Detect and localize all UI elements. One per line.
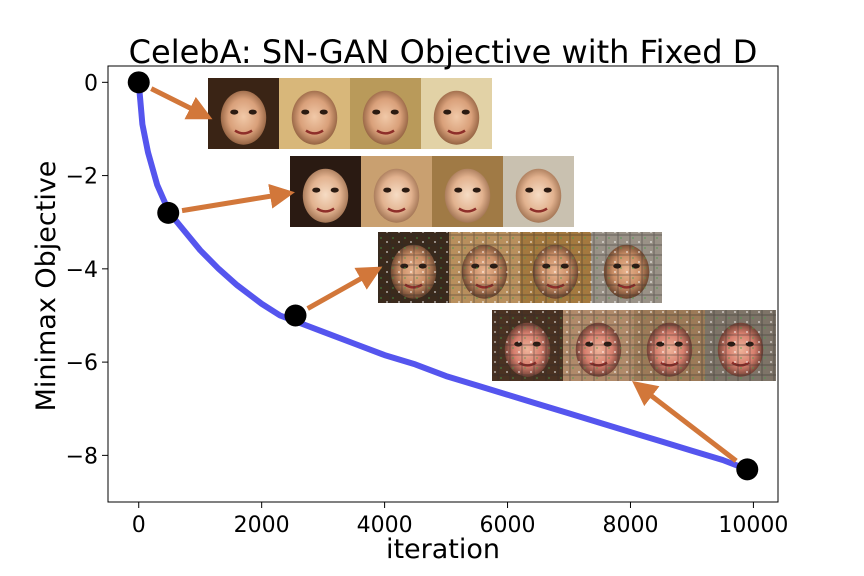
checkpoint-marker [127, 71, 150, 94]
x-tick-label: 4000 [357, 513, 413, 538]
annotation-arrow [306, 266, 383, 311]
x-tick-label: 2000 [234, 513, 290, 538]
plot-frame [107, 65, 779, 503]
x-tick-label: 6000 [480, 513, 536, 538]
faces-iter-9900 [492, 310, 776, 381]
y-axis: 0 −2 −4 −6 −8 [66, 71, 108, 469]
face-thumbnail [350, 78, 421, 149]
faces-iter-480 [290, 156, 574, 227]
annotation-arrow [150, 86, 213, 120]
checkpoint-marker [284, 304, 307, 327]
face-thumbnail [361, 156, 432, 227]
face-thumbnail [449, 232, 520, 303]
face-thumbnail [208, 78, 279, 149]
x-tick-label: 10000 [718, 513, 788, 538]
y-tick-label: −6 [66, 351, 98, 376]
checkpoint-markers [127, 71, 759, 481]
face-thumbnail [279, 78, 350, 149]
y-tick-label: −8 [66, 444, 98, 469]
face-thumbnail [705, 310, 776, 381]
face-thumbnail [290, 156, 361, 227]
y-axis-label: Minimax Objective [31, 161, 62, 412]
face-thumbnail [591, 232, 662, 303]
annotation-arrow [181, 183, 295, 214]
checkpoint-marker [157, 201, 180, 224]
face-thumbnail [432, 156, 503, 227]
checkpoint-marker [736, 458, 759, 481]
y-tick-label: −4 [66, 258, 98, 283]
annotation-arrow [632, 380, 738, 463]
chart-title: CelebA: SN-GAN Objective with Fixed D [129, 33, 758, 71]
y-tick-label: 0 [84, 71, 98, 96]
x-axis: 0 2000 4000 6000 8000 10000 [132, 502, 788, 538]
x-axis-label: iteration [386, 534, 500, 565]
face-thumbnail [563, 310, 634, 381]
face-thumbnail [503, 156, 574, 227]
face-thumbnail [520, 232, 591, 303]
face-thumbnail [492, 310, 563, 381]
x-tick-label: 0 [132, 513, 146, 538]
face-thumbnail [378, 232, 449, 303]
faces-iter-0 [208, 78, 492, 149]
faces-iter-2550 [378, 232, 662, 303]
annotation-arrows [150, 86, 738, 463]
face-thumbnail [634, 310, 705, 381]
face-sample-strips [208, 78, 776, 381]
y-tick-label: −2 [66, 165, 98, 190]
x-tick-label: 8000 [602, 513, 658, 538]
face-thumbnail [421, 78, 492, 149]
